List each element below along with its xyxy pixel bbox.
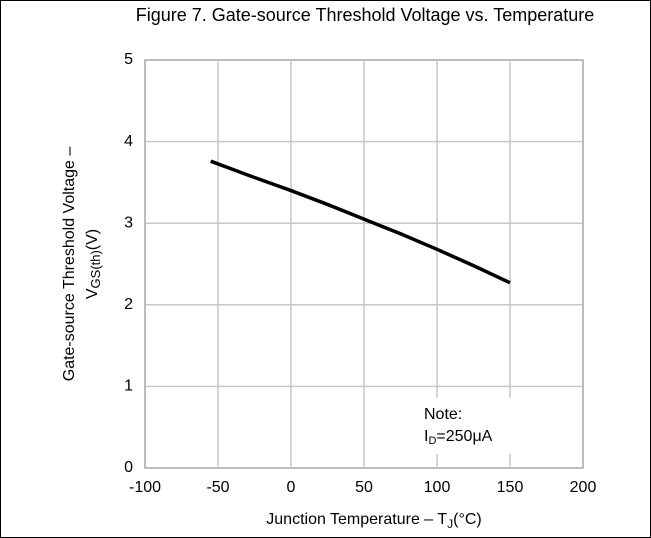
y-tick-label: 1 xyxy=(124,378,133,395)
y-tick-label: 2 xyxy=(124,296,133,313)
x-label-unit: (°C) xyxy=(453,511,482,528)
chart-title: Figure 7. Gate-source Threshold Voltage … xyxy=(135,5,595,25)
y-tick-label: 4 xyxy=(124,133,133,150)
y-axis-label: Gate-source Threshold Voltage – VGS(th)(V… xyxy=(61,147,103,382)
x-tick-label: -50 xyxy=(206,479,229,496)
x-label-subscript: J xyxy=(447,517,453,531)
note-box xyxy=(418,398,528,454)
y-tick-label: 0 xyxy=(124,459,133,476)
y-label-unit: (V) xyxy=(84,229,101,250)
x-tick-label: 0 xyxy=(287,479,296,496)
x-axis-label: Junction Temperature – TJ(°C) xyxy=(266,511,481,531)
x-tick-label: 150 xyxy=(497,479,524,496)
y-label-subscript: GS(th) xyxy=(88,250,103,288)
note-text: ID=250μA xyxy=(424,428,493,447)
x-tick-label: 200 xyxy=(570,479,597,496)
note-value: =250μA xyxy=(436,428,492,445)
x-label-text: Junction Temperature – T xyxy=(266,511,447,528)
plot-border xyxy=(144,59,584,469)
y-label-line1: Gate-source Threshold Voltage – xyxy=(61,147,78,382)
y-tick-label: 5 xyxy=(124,51,133,68)
note-subscript: D xyxy=(428,435,436,447)
x-tick-label: 100 xyxy=(424,479,451,496)
x-tick-label: 50 xyxy=(355,479,373,496)
y-tick-label: 3 xyxy=(124,214,133,231)
note-label: Note: xyxy=(424,406,462,423)
x-tick-label: -100 xyxy=(129,479,161,496)
note-symbol: I xyxy=(424,428,428,445)
y-label-line2: VGS(th)(V) xyxy=(84,229,103,299)
y-label-symbol: V xyxy=(84,288,101,299)
data-line xyxy=(210,159,511,285)
